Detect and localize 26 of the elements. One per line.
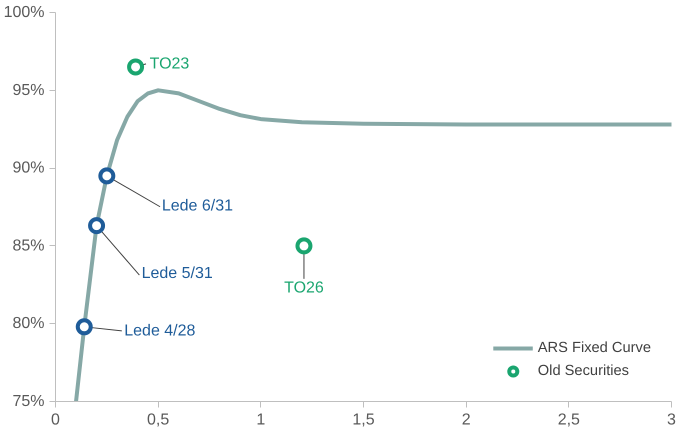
annotation: Lede 5/31: [142, 265, 213, 282]
annotation: TO26: [284, 279, 324, 296]
point: [127, 58, 144, 76]
annotation: Lede 4/28: [124, 322, 196, 340]
y-tick-label: 75%: [12, 393, 45, 410]
point: [88, 217, 106, 234]
y-tick-label: 85%: [12, 237, 45, 254]
x-tick-label: 0: [51, 412, 60, 427]
x-tick-label: 0,5: [147, 412, 170, 427]
x-tick-label: 3: [667, 412, 676, 427]
annotation: TO23: [150, 55, 190, 72]
y-tick-label: 80%: [12, 315, 45, 332]
x-tick-label: 2,5: [558, 412, 580, 427]
x-tick-label: 1: [256, 412, 266, 427]
x-tick-label: 1,5: [352, 412, 375, 427]
y-tick-label: 100%: [4, 4, 44, 21]
legend-label: Old Securities: [538, 363, 630, 379]
point: [76, 318, 93, 336]
point: [295, 237, 312, 254]
point: [98, 167, 116, 184]
annotation: Lede 6/31: [162, 197, 234, 214]
y-tick-label: 95%: [12, 82, 45, 99]
x-tick-label: 2: [462, 412, 471, 427]
y-tick-label: 90%: [12, 160, 45, 177]
line-series: [74, 88, 672, 402]
legend-label: ARS Fixed Curve: [538, 340, 651, 356]
